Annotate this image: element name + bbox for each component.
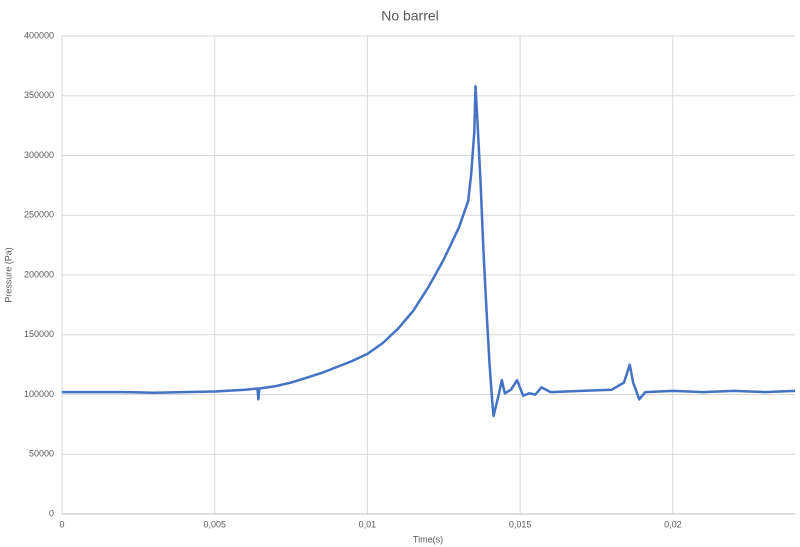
x-tick-label: 0,015: [509, 519, 532, 529]
y-axis-title: Pressure (Pa): [3, 247, 13, 303]
y-tick-label: 350000: [24, 90, 54, 100]
x-tick-label: 0,01: [359, 519, 377, 529]
y-tick-label: 50000: [29, 449, 54, 459]
x-tick-label: 0,02: [664, 519, 682, 529]
chart-title: No barrel: [381, 8, 439, 24]
y-tick-label: 300000: [24, 150, 54, 160]
y-tick-label: 100000: [24, 389, 54, 399]
x-tick-label: 0,005: [203, 519, 226, 529]
x-axis-title: Time(s): [413, 534, 443, 544]
y-tick-label: 150000: [24, 329, 54, 339]
y-tick-label: 400000: [24, 30, 54, 40]
y-tick-label: 250000: [24, 210, 54, 220]
data-line: [62, 84, 796, 418]
y-tick-label: 0: [49, 508, 54, 518]
y-tick-label: 200000: [24, 269, 54, 279]
x-tick-label: 0: [59, 519, 64, 529]
